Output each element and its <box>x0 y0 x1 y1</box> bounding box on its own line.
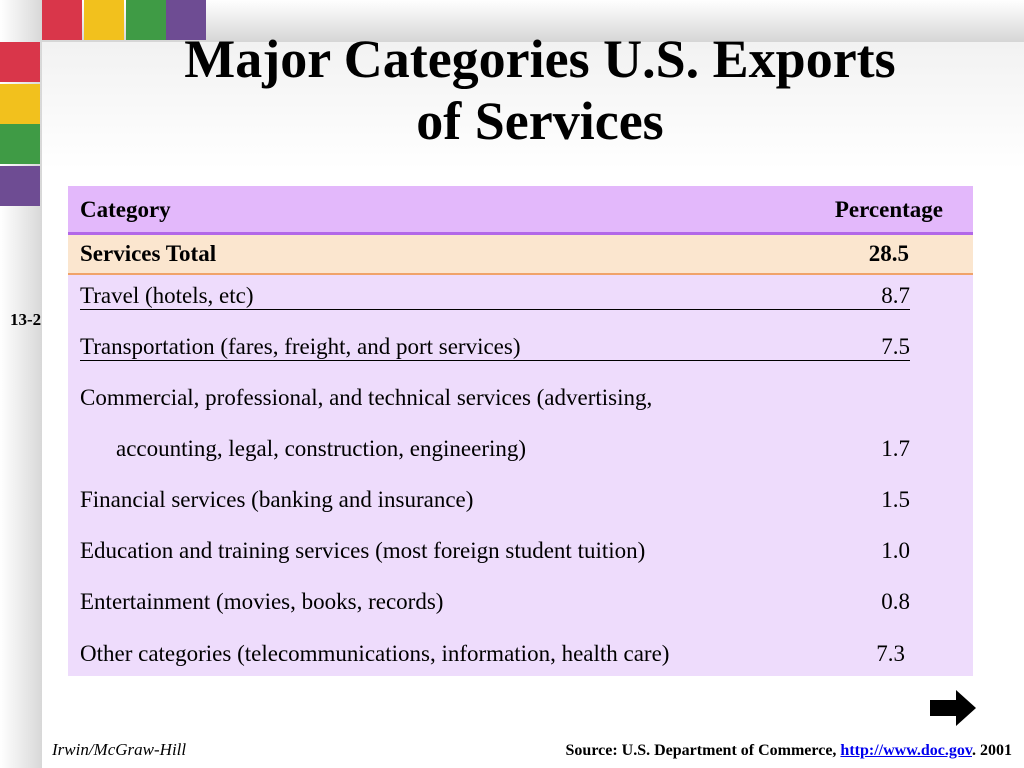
page-title: Major Categories U.S. Exports of Service… <box>100 28 980 152</box>
exports-table: Category Percentage Services Total 28.5 … <box>68 186 973 676</box>
row-category: Travel (hotels, etc) <box>80 283 254 308</box>
decor-square-yellow <box>0 84 40 124</box>
row-percentage: 8.7 <box>881 283 910 308</box>
total-percentage: 28.5 <box>868 241 909 266</box>
title-background <box>42 42 1024 170</box>
table-total-row: Services Total 28.5 <box>68 235 973 275</box>
source-citation: Source: U.S. Department of Commerce, htt… <box>566 742 1012 760</box>
decor-square-green <box>126 0 166 40</box>
decor-square-yellow <box>84 0 124 40</box>
decor-square-green <box>0 124 40 164</box>
table-row: Transportation (fares, freight, and port… <box>80 334 910 361</box>
row-category: Entertainment (movies, books, records) <box>80 589 444 614</box>
row-percentage: 0.8 <box>881 589 910 614</box>
row-category: Commercial, professional, and technical … <box>80 385 653 410</box>
decor-square-red <box>0 42 40 82</box>
decor-square-purple <box>166 0 206 40</box>
row-percentage: 1.7 <box>881 436 910 461</box>
row-percentage: 7.3 <box>876 641 905 666</box>
table-row: Other categories (telecommunications, in… <box>80 641 910 671</box>
row-percentage: 1.5 <box>881 487 910 512</box>
table-row: Travel (hotels, etc) 8.7 <box>80 283 910 310</box>
row-percentage: 7.5 <box>881 334 910 359</box>
row-percentage: 1.0 <box>881 538 910 563</box>
row-category: accounting, legal, construction, enginee… <box>116 436 527 461</box>
header-category: Category <box>80 197 171 222</box>
source-suffix: . 2001 <box>972 742 1012 759</box>
source-prefix: Source: U.S. Department of Commerce, <box>565 742 841 759</box>
slide-number: 13-2 <box>10 310 42 329</box>
table-row: Entertainment (movies, books, records) 0… <box>80 589 910 619</box>
right-arrow-icon[interactable] <box>930 690 976 726</box>
header-percentage: Percentage <box>834 197 943 222</box>
title-line-1: Major Categories U.S. Exports <box>184 29 896 89</box>
title-line-2: of Services <box>416 91 664 151</box>
right-arrow-icon-svg <box>930 690 976 726</box>
table-header: Category Percentage <box>68 186 973 235</box>
decor-square-red <box>42 0 82 40</box>
publisher-credit: Irwin/McGraw-Hill <box>52 740 187 759</box>
table-row: Education and training services (most fo… <box>80 538 910 568</box>
decor-square-purple <box>0 166 40 206</box>
row-category: Transportation (fares, freight, and port… <box>80 334 521 359</box>
table-row: accounting, legal, construction, enginee… <box>80 436 910 466</box>
table-row: Commercial, professional, and technical … <box>80 385 910 415</box>
row-category: Education and training services (most fo… <box>80 538 646 563</box>
total-category: Services Total <box>80 241 217 266</box>
row-category: Financial services (banking and insuranc… <box>80 487 474 512</box>
source-link[interactable]: http://www.doc.gov <box>840 742 972 759</box>
row-category: Other categories (telecommunications, in… <box>80 641 670 666</box>
table-row: Financial services (banking and insuranc… <box>80 487 910 517</box>
